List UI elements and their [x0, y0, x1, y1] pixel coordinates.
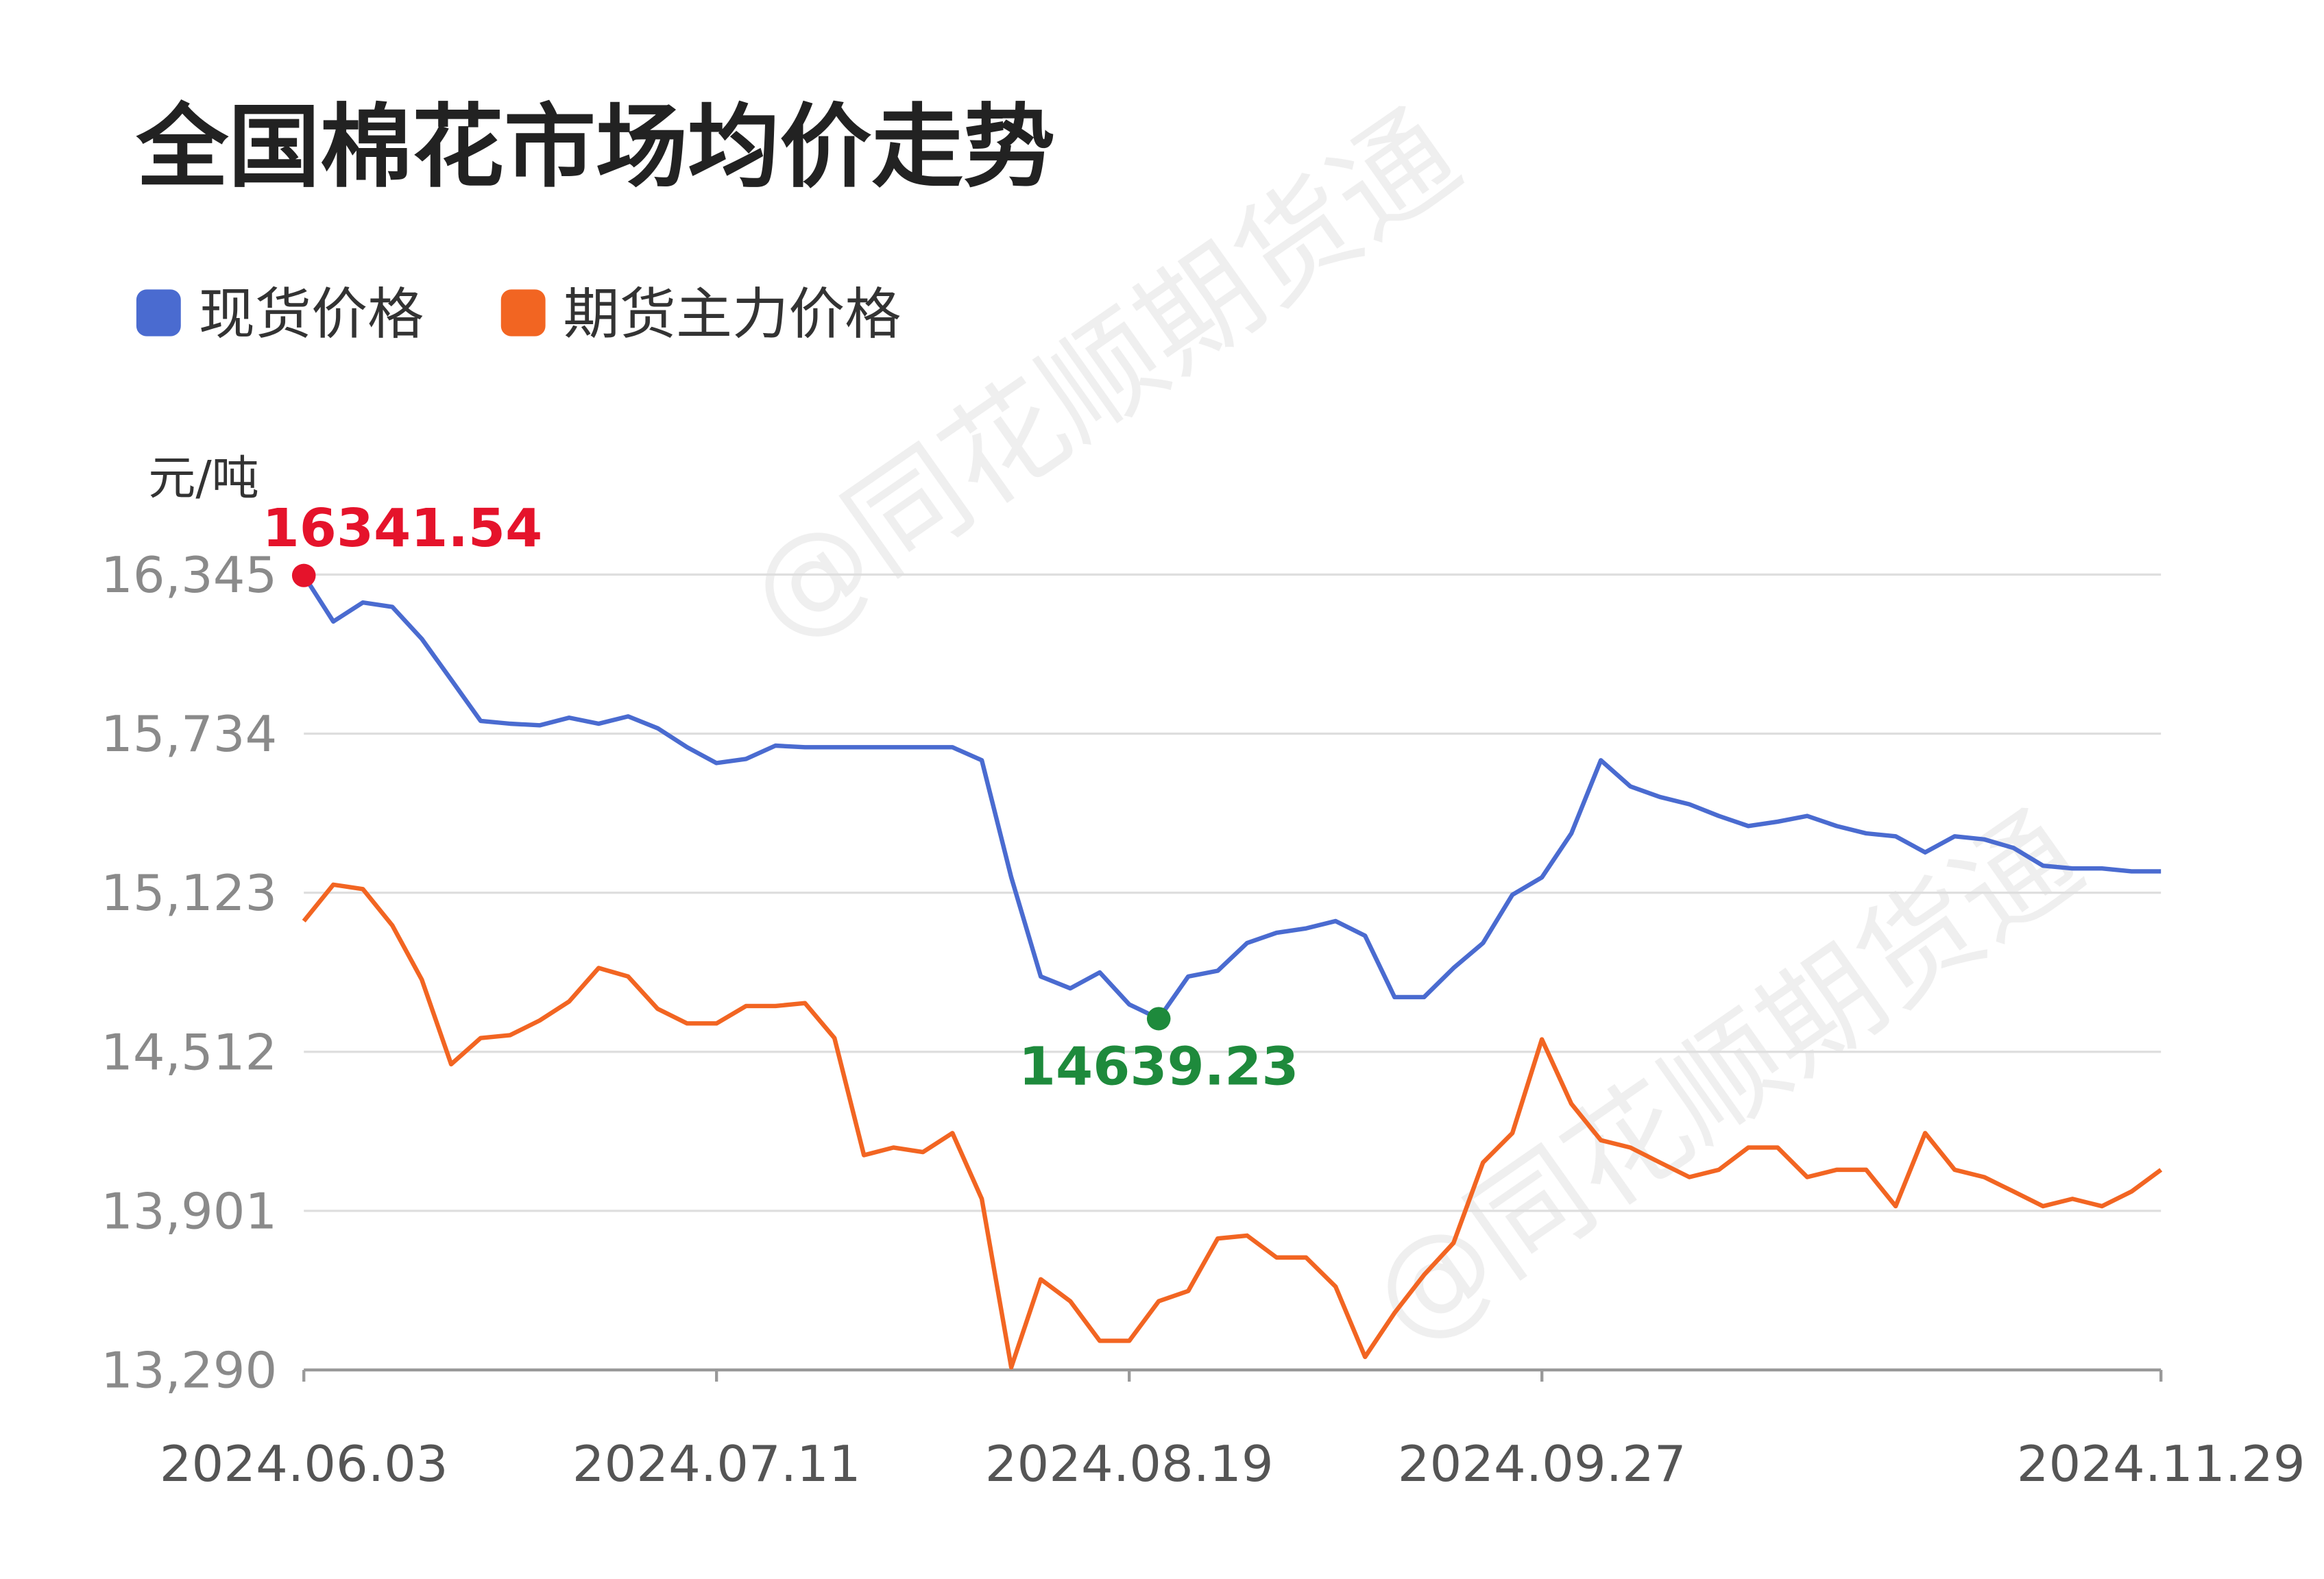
y-tick-label: 14,512 [101, 1024, 277, 1081]
series-line [302, 574, 2162, 1021]
legend-swatch [136, 289, 181, 336]
x-tick-label: 2024.08.19 [985, 1436, 1274, 1493]
value-label: 14639.23 [1019, 1036, 1299, 1097]
value-label: 16341.54 [263, 498, 543, 559]
y-tick-label: 13,290 [101, 1342, 277, 1399]
watermark: @同花顺期货通 [1346, 787, 2105, 1369]
chart-title: 全国棉花市场均价走势 [136, 95, 1055, 200]
y-axis-label: 元/吨 [148, 451, 259, 505]
y-tick-label: 15,123 [101, 865, 277, 922]
x-tick-label: 2024.11.29 [2017, 1436, 2305, 1493]
point-marker [1146, 1007, 1171, 1031]
legend-label: 期货主力价格 [564, 282, 901, 347]
x-tick-label: 2024.09.27 [1398, 1436, 1686, 1493]
x-tick-label: 2024.07.11 [572, 1436, 861, 1493]
series-line [302, 882, 2163, 1370]
x-tick-label: 2024.06.03 [160, 1436, 448, 1493]
legend-label: 现货价格 [199, 282, 424, 347]
y-tick-label: 16,345 [101, 546, 277, 604]
legend-swatch [500, 289, 546, 336]
point-marker [291, 563, 316, 587]
y-tick-label: 15,734 [101, 706, 277, 763]
y-tick-label: 13,901 [101, 1183, 277, 1240]
